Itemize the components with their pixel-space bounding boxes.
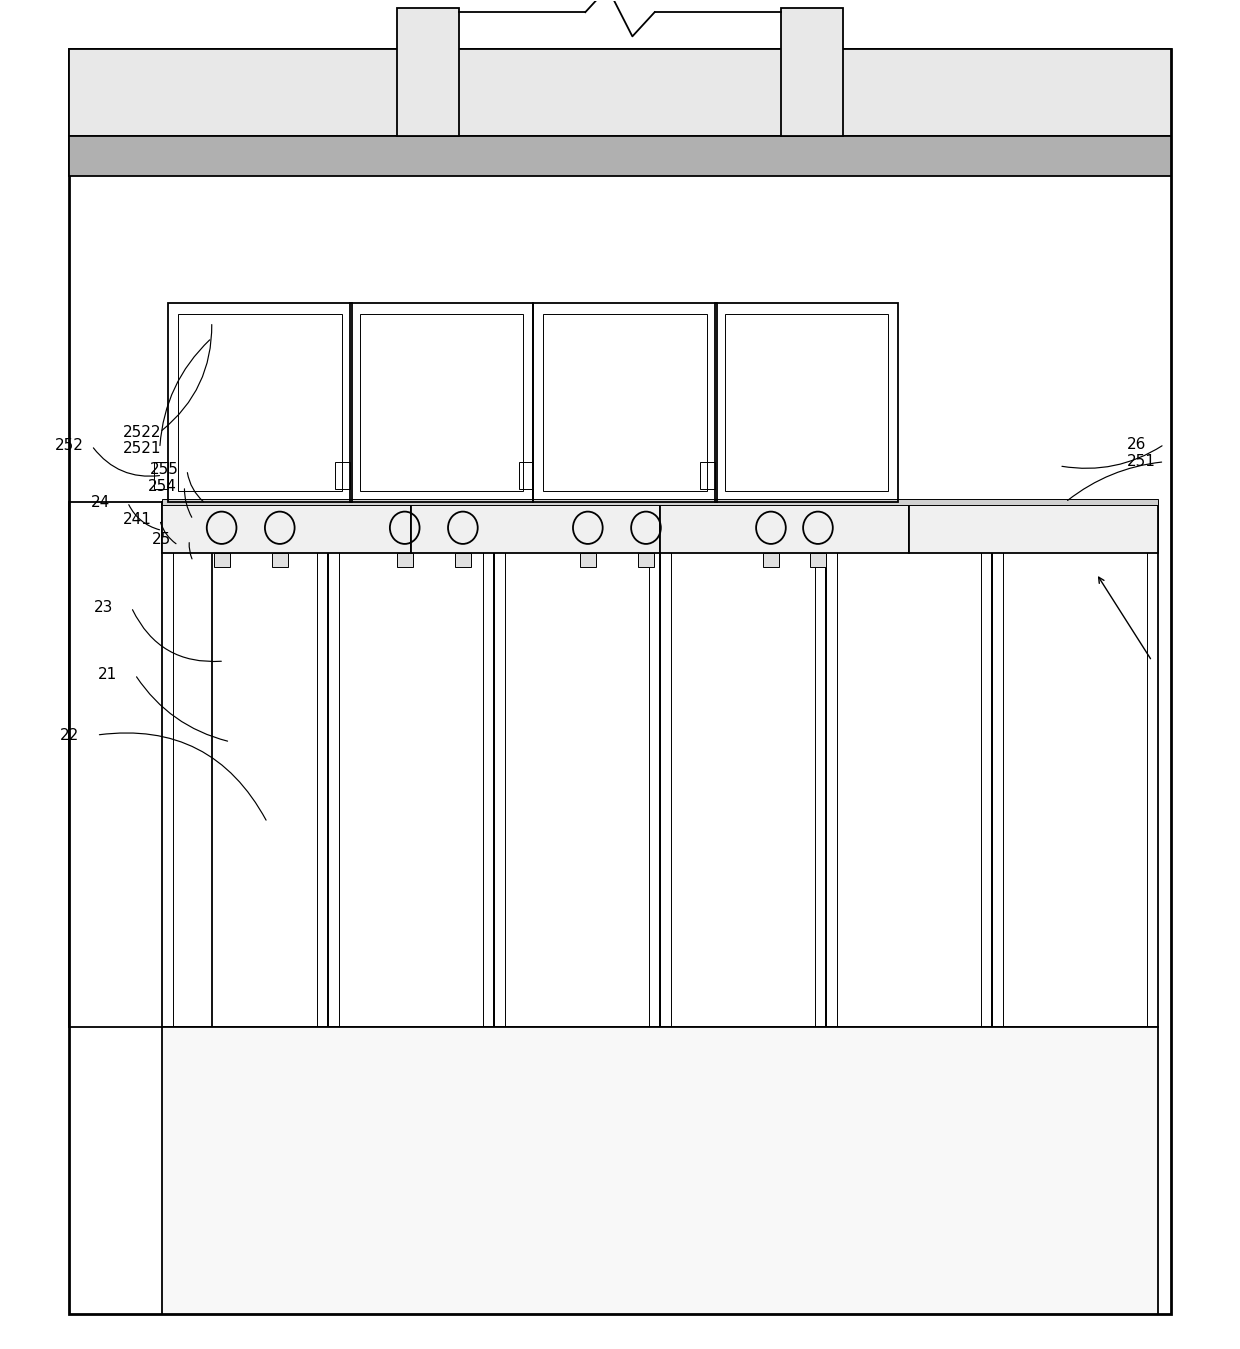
Bar [909, 502, 1158, 553]
Bar [637, 553, 653, 567]
Text: 23: 23 [94, 600, 114, 615]
Bar [992, 502, 1158, 1027]
Bar [455, 553, 471, 567]
Bar [329, 502, 495, 1027]
Bar [397, 553, 413, 567]
Bar [69, 49, 1171, 136]
Bar [763, 553, 779, 567]
Bar [213, 553, 229, 567]
Bar [397, 8, 459, 136]
Bar [350, 304, 533, 502]
Bar [660, 502, 826, 1027]
Bar [69, 136, 1171, 177]
Bar [810, 553, 826, 567]
Bar [69, 502, 212, 1027]
Bar [69, 49, 1171, 1314]
Bar [725, 314, 889, 491]
Bar [495, 502, 660, 1027]
Text: 2521: 2521 [123, 441, 161, 456]
Bar [360, 314, 523, 491]
Bar [533, 304, 717, 502]
Text: 254: 254 [148, 479, 176, 494]
Bar [715, 304, 898, 502]
Bar [580, 553, 596, 567]
Bar [660, 502, 909, 553]
Bar [162, 502, 412, 553]
Bar [162, 1027, 1158, 1314]
Text: 22: 22 [60, 727, 79, 742]
Text: 24: 24 [91, 495, 109, 510]
Bar [781, 8, 843, 136]
Bar [518, 461, 533, 488]
Text: 2522: 2522 [123, 425, 161, 440]
Bar [162, 502, 329, 1027]
Text: 251: 251 [1127, 455, 1156, 469]
Text: 252: 252 [55, 438, 83, 453]
Bar [272, 553, 288, 567]
Bar [179, 314, 342, 491]
Bar [154, 461, 169, 488]
Text: 26: 26 [1127, 437, 1147, 452]
Text: 21: 21 [98, 666, 117, 683]
Bar [826, 502, 992, 1027]
Bar [162, 499, 1158, 505]
Text: 255: 255 [150, 463, 179, 478]
Bar [701, 461, 715, 488]
Bar [169, 304, 351, 502]
Bar [543, 314, 707, 491]
Bar [336, 461, 350, 488]
Text: 25: 25 [153, 533, 171, 548]
Bar [412, 502, 660, 553]
Text: 241: 241 [123, 513, 151, 527]
